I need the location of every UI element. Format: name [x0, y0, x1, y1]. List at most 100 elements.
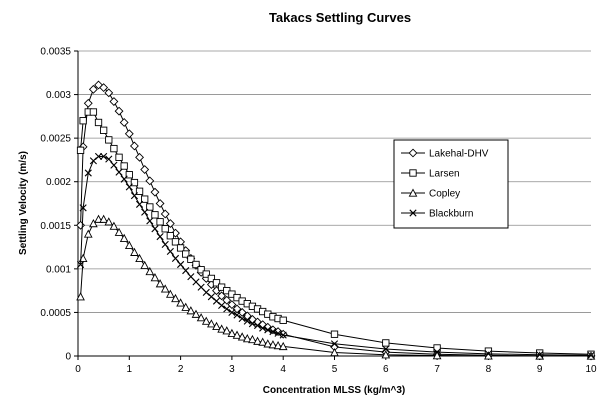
- x-marker-stroke: [409, 209, 417, 217]
- data-point-blackburn: [238, 314, 246, 323]
- legend: Lakehal-DHV Larsen Copley Blackburn: [393, 139, 509, 229]
- x-tick-labels: 0 1 2 3 4 5 6 7 8 9 10: [75, 356, 597, 375]
- data-point-blackburn: [141, 208, 149, 216]
- data-point-copley: [150, 273, 160, 282]
- x-marker-stroke: [141, 208, 149, 216]
- data-point-blackburn: [279, 331, 287, 339]
- data-point-copley: [145, 266, 155, 276]
- x-marker-stroke: [223, 305, 231, 313]
- y-tick-label: 0.001: [46, 264, 71, 275]
- data-point-larsen: [192, 260, 200, 269]
- x-tick-label: 4: [280, 364, 286, 375]
- data-point-copley: [268, 340, 278, 349]
- data-point-blackburn: [177, 260, 185, 269]
- x-tick-label: 1: [127, 364, 133, 375]
- x-marker-stroke: [259, 324, 267, 332]
- data-point-blackburn: [223, 305, 231, 313]
- x-marker-stroke: [197, 283, 205, 291]
- data-point-lakehal-dhv: [83, 98, 93, 108]
- chart-title: Takacs Settling Curves: [269, 10, 411, 25]
- data-point-copley: [212, 321, 221, 331]
- x-marker-stroke: [151, 225, 159, 233]
- data-point-lakehal-dhv: [114, 106, 124, 116]
- data-point-lakehal-dhv: [237, 307, 247, 317]
- data-point-copley: [94, 214, 103, 223]
- x-marker-stroke: [84, 169, 92, 177]
- data-point-blackburn: [259, 324, 267, 332]
- data-point-larsen: [171, 238, 180, 246]
- x-marker-stroke: [264, 326, 272, 334]
- data-point-larsen: [105, 136, 113, 144]
- legend-item-larsen: Larsen: [401, 169, 460, 180]
- data-point-larsen: [76, 146, 85, 154]
- data-point-blackburn: [100, 152, 108, 161]
- x-marker-stroke: [269, 328, 277, 336]
- y-tick-label: 0.0035: [40, 47, 71, 58]
- series-line-blackburn: [80, 155, 592, 356]
- data-point-blackburn: [228, 308, 236, 317]
- data-point-copley: [83, 229, 93, 238]
- data-point-copley: [242, 334, 252, 343]
- series-copley: [76, 214, 596, 360]
- data-point-blackburn: [79, 204, 87, 212]
- data-point-larsen: [166, 232, 174, 240]
- data-point-copley: [140, 260, 150, 270]
- x-tick-label: 3: [229, 364, 235, 375]
- x-marker-stroke: [115, 168, 123, 176]
- series-blackburn: [76, 152, 595, 359]
- x-marker-stroke: [125, 183, 133, 191]
- data-point-larsen: [156, 218, 164, 226]
- data-point-copley: [237, 332, 247, 341]
- data-point-copley: [99, 214, 108, 223]
- data-point-larsen: [176, 244, 185, 252]
- data-point-copley: [258, 337, 268, 346]
- x-marker-stroke: [187, 273, 195, 281]
- data-point-copley: [176, 298, 185, 307]
- x-marker-stroke: [130, 192, 139, 200]
- data-point-copley: [186, 306, 196, 315]
- x-marker-stroke: [192, 278, 200, 286]
- x-marker-stroke: [228, 308, 236, 317]
- data-point-copley: [248, 334, 257, 344]
- data-point-copley: [201, 316, 211, 325]
- x-marker-stroke: [212, 297, 221, 305]
- data-point-copley: [124, 240, 134, 249]
- data-point-copley: [104, 217, 114, 226]
- data-point-blackburn: [115, 168, 123, 176]
- data-point-blackburn: [130, 192, 139, 200]
- data-point-larsen: [161, 225, 169, 233]
- data-point-lakehal-dhv: [99, 83, 109, 93]
- x-tick-label: 10: [585, 364, 597, 375]
- data-point-copley: [165, 289, 175, 298]
- x-marker-stroke: [166, 247, 174, 256]
- y-tick-label: 0.002: [46, 177, 71, 188]
- data-point-lakehal-dhv: [140, 165, 150, 174]
- data-point-larsen: [146, 203, 154, 211]
- data-point-larsen: [197, 266, 205, 274]
- data-point-larsen: [182, 250, 190, 258]
- data-point-copley: [381, 350, 391, 359]
- data-point-blackburn: [94, 152, 103, 161]
- x-marker-stroke: [587, 351, 595, 359]
- data-point-blackburn: [171, 254, 180, 262]
- legend-item-blackburn: Blackburn: [401, 209, 473, 220]
- data-point-lakehal-dhv: [155, 199, 165, 208]
- x-marker-stroke: [105, 155, 113, 163]
- data-point-copley: [191, 309, 201, 318]
- y-tick-label: 0.003: [46, 90, 71, 101]
- data-point-larsen: [151, 211, 159, 219]
- data-point-blackburn: [587, 351, 595, 359]
- x-marker-stroke: [120, 175, 128, 183]
- data-point-blackburn: [233, 311, 241, 319]
- data-point-larsen: [130, 178, 139, 187]
- data-point-lakehal-dhv: [104, 88, 114, 98]
- data-point-larsen: [212, 279, 221, 287]
- data-point-larsen: [279, 316, 287, 324]
- data-point-larsen: [202, 270, 210, 278]
- x-marker-stroke: [100, 152, 108, 161]
- series-larsen: [76, 108, 595, 358]
- data-point-blackburn: [76, 260, 85, 269]
- x-marker-stroke: [233, 311, 241, 319]
- x-marker-stroke: [279, 331, 287, 339]
- data-point-copley: [109, 221, 119, 230]
